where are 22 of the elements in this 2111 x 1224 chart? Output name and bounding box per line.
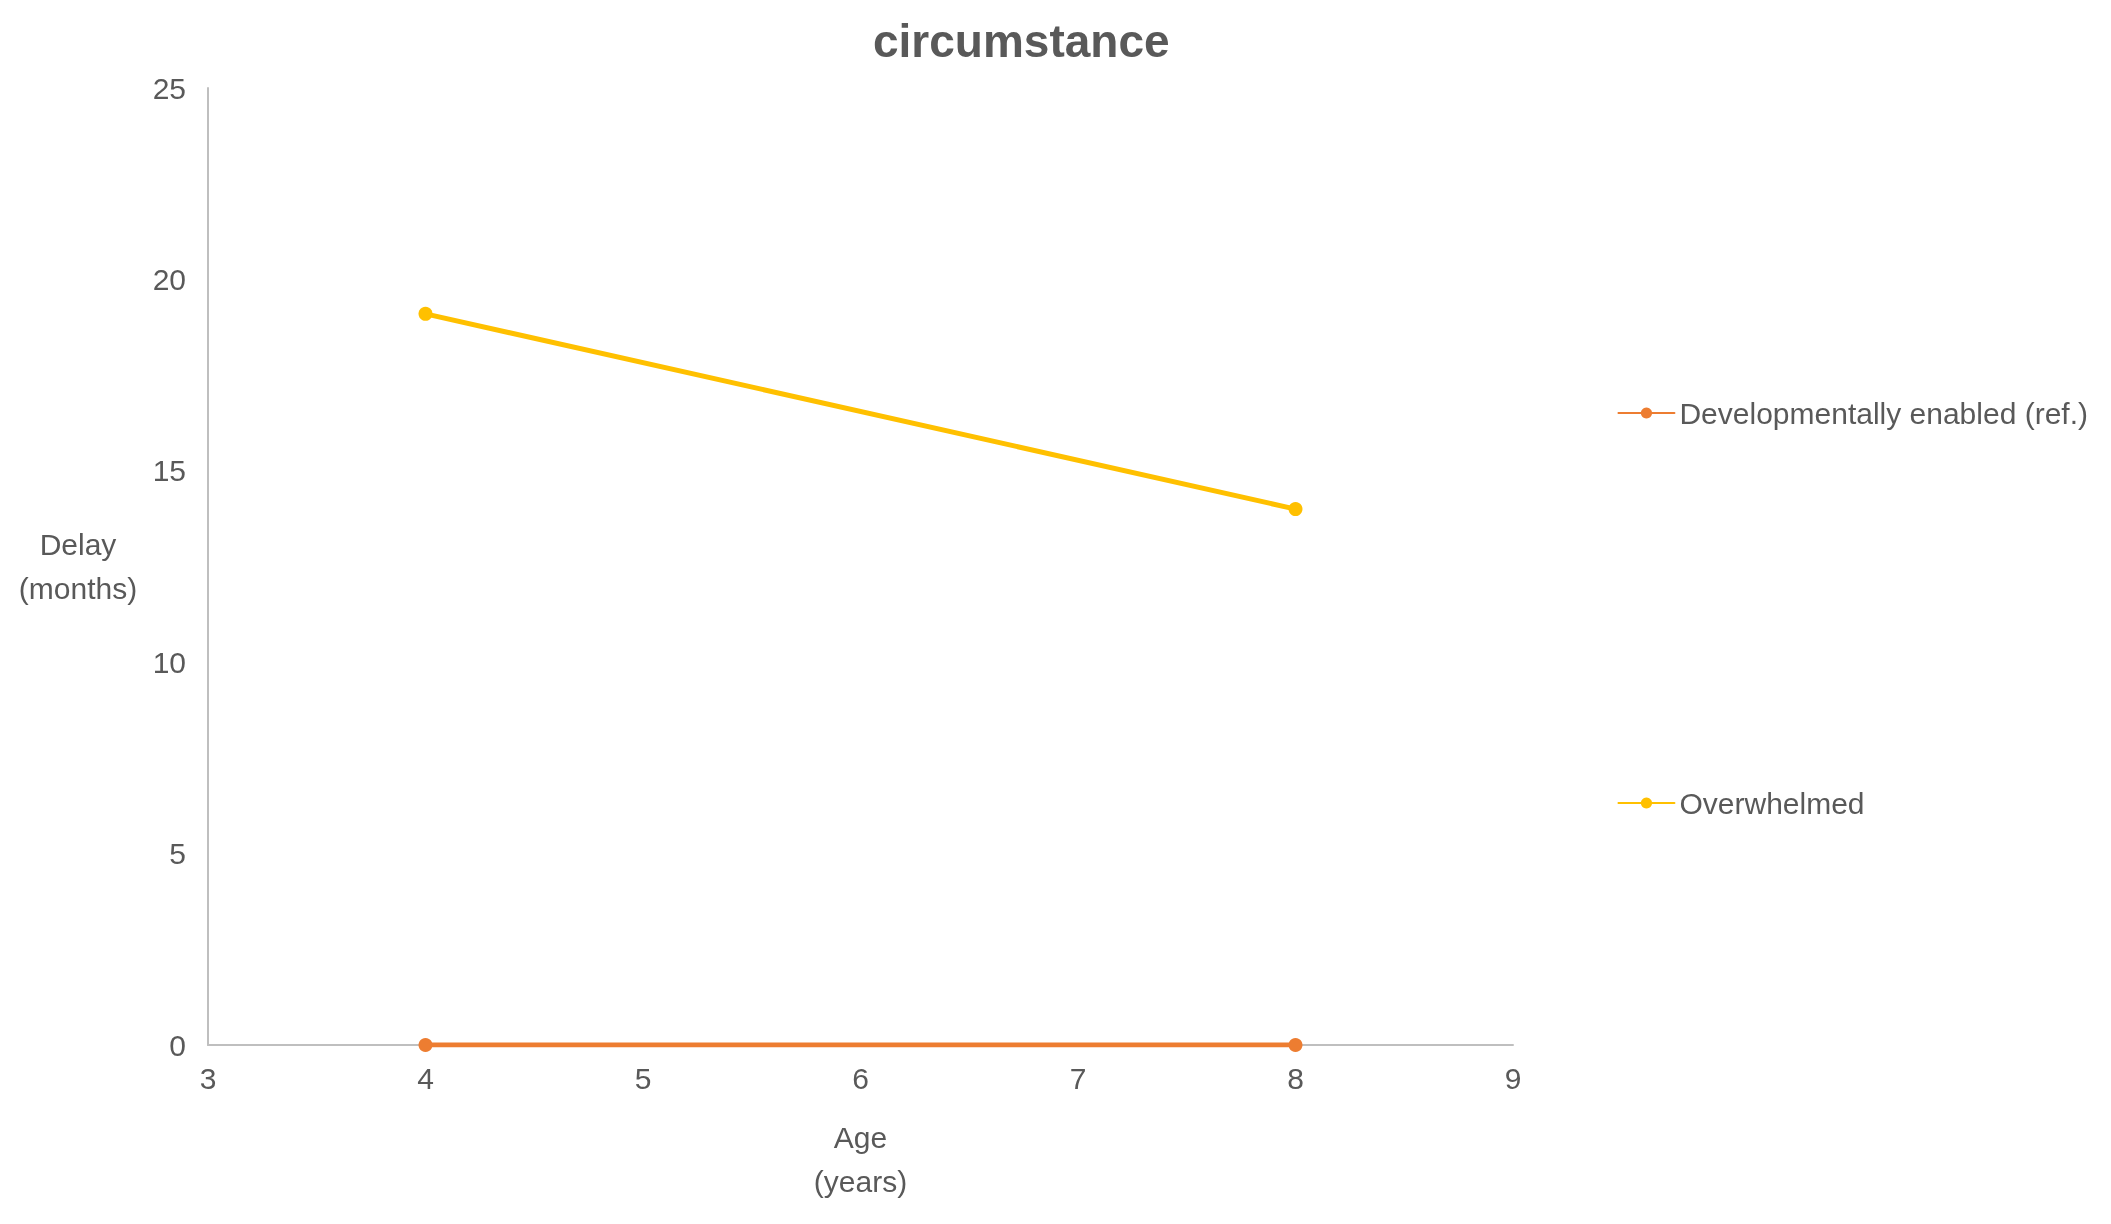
legend-label: Developmentally enabled (ref.)	[1679, 396, 2088, 430]
y-tick-label: 10	[152, 645, 186, 679]
x-tick-label: 6	[852, 1061, 869, 1095]
y-tick-label: 5	[169, 837, 186, 871]
x-tick-label: 3	[199, 1061, 217, 1095]
x-axis-title: Age (years)	[813, 1120, 908, 1198]
point	[1288, 502, 1303, 517]
point	[1288, 1038, 1303, 1052]
y-tick-label: 25	[152, 71, 186, 105]
x-tick-label: 7	[1069, 1061, 1087, 1095]
point	[418, 306, 433, 321]
legend-label: Overwhelmed	[1679, 786, 1865, 820]
y-tick-label: 20	[152, 262, 186, 296]
x-tick-label: 5	[634, 1061, 652, 1095]
x-tick-label: 8	[1287, 1061, 1304, 1095]
x-tick-label: 4	[417, 1061, 434, 1095]
point	[418, 1038, 433, 1052]
y-tick-label: 0	[169, 1028, 186, 1062]
y-tick-label: 15	[152, 454, 186, 488]
x-tick-label: 9	[1504, 1061, 1522, 1095]
y-axis-title: Delay (months)	[18, 528, 138, 605]
chart-title: circumstance	[873, 15, 1170, 67]
